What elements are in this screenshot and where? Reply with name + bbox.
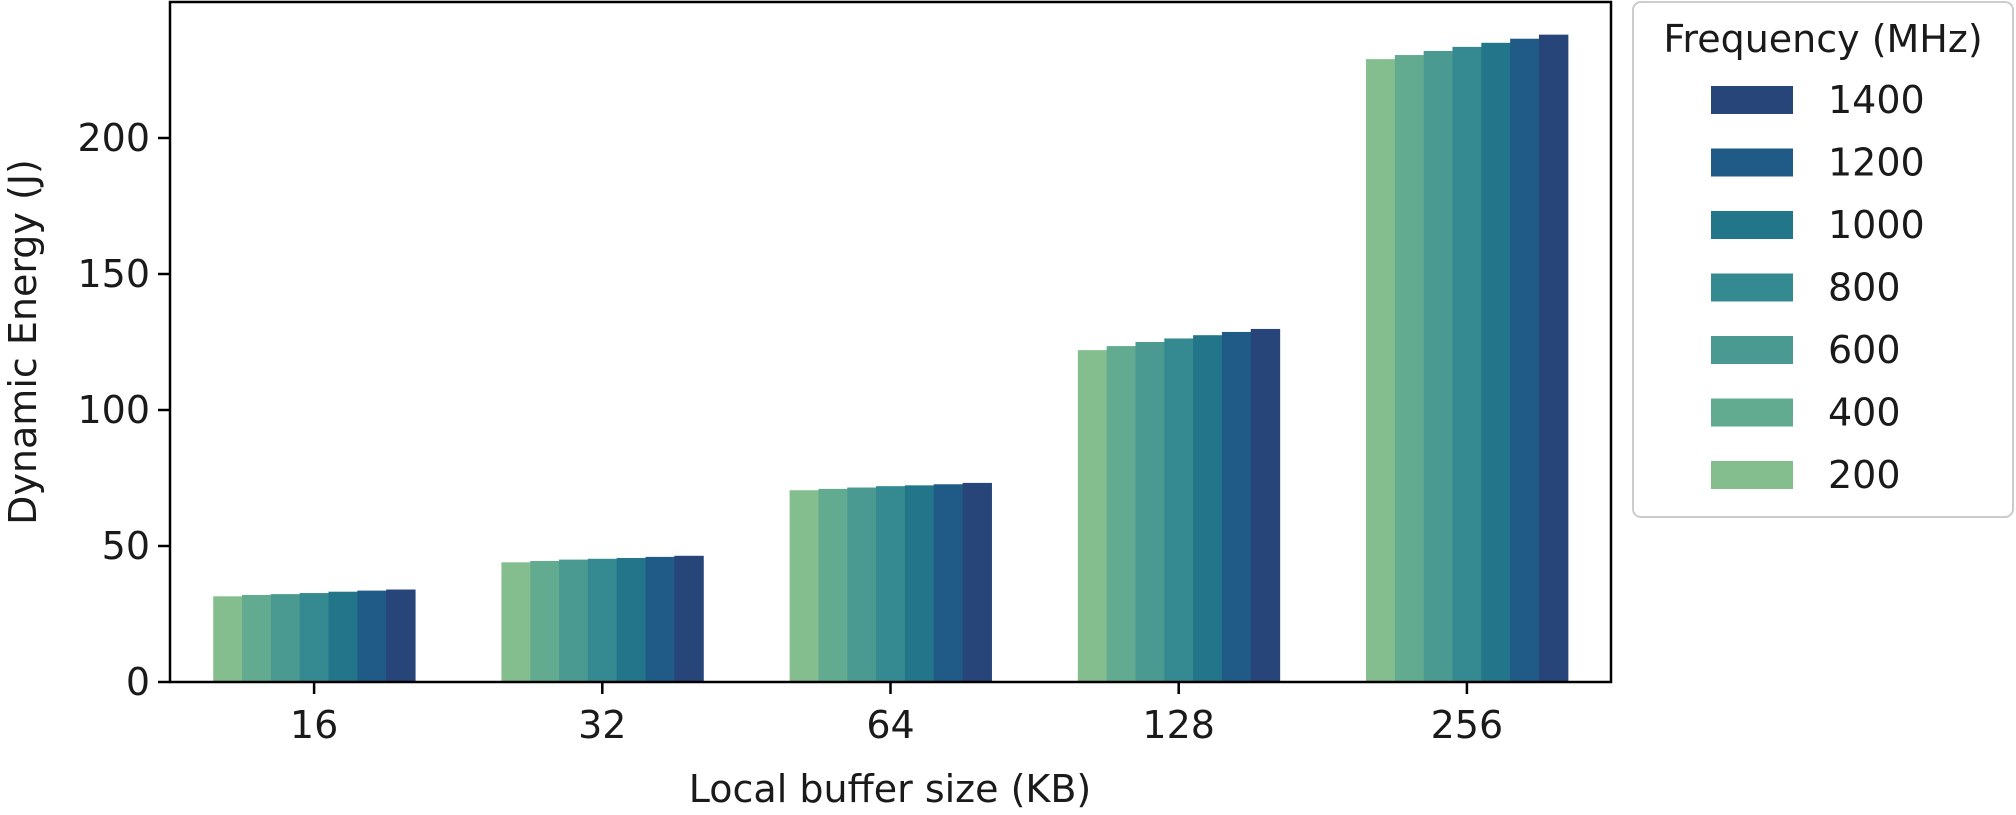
legend-label-1400: 1400 [1828, 78, 1925, 122]
bar-64-1400 [962, 482, 992, 682]
x-tick-label: 256 [1431, 703, 1504, 747]
legend-swatch-600 [1711, 336, 1793, 364]
bar-128-800 [1164, 338, 1194, 682]
bar-32-1000 [616, 557, 647, 682]
legend-swatch-800 [1711, 273, 1793, 302]
bar-16-1400 [386, 589, 416, 682]
y-tick-label: 100 [77, 388, 150, 432]
legend-label-1200: 1200 [1828, 141, 1925, 185]
bars-layer [213, 34, 1569, 683]
bar-128-600 [1135, 342, 1165, 682]
y-tick-label: 150 [77, 252, 150, 296]
x-tick-label: 128 [1142, 703, 1215, 747]
bar-256-600 [1423, 50, 1454, 682]
legend-swatch-1400 [1711, 86, 1793, 114]
bar-16-1000 [328, 591, 358, 682]
legend-swatch-200 [1711, 461, 1793, 489]
bar-256-1000 [1481, 42, 1511, 683]
legend-swatch-1200 [1711, 148, 1793, 177]
legend-box [1632, 1, 2014, 518]
bar-32-1200 [645, 556, 675, 682]
legend-label-600: 600 [1828, 328, 1901, 372]
x-axis-label: Local buffer size (KB) [689, 767, 1091, 811]
legend-title: Frequency (MHz) [1663, 17, 1982, 61]
x-tick-label: 16 [290, 703, 338, 747]
bar-128-200 [1077, 350, 1108, 682]
y-tick-label: 0 [126, 660, 150, 704]
legend-label-1000: 1000 [1828, 203, 1925, 247]
bar-256-1400 [1538, 34, 1569, 682]
bar-16-1200 [357, 590, 387, 682]
bar-64-600 [847, 487, 877, 682]
bar-64-800 [876, 486, 906, 682]
bar-32-800 [587, 558, 618, 682]
bar-256-1200 [1510, 38, 1540, 683]
bar-32-1400 [674, 555, 704, 682]
legend-swatch-1000 [1711, 211, 1793, 239]
legend-label-800: 800 [1828, 266, 1901, 310]
bar-16-400 [242, 594, 272, 682]
y-tick-label: 200 [77, 116, 150, 160]
bar-256-800 [1452, 46, 1482, 682]
legend: Frequency (MHz) 1400 1200 1000 800 600 400 200 [1632, 1, 2014, 518]
bar-128-1200 [1221, 331, 1252, 682]
bar-32-200 [501, 562, 531, 682]
legend-items: 1400 1200 1000 800 600 400 200 [1711, 78, 1925, 497]
y-axis: 0 50 100 150 200 [77, 116, 170, 704]
y-axis-label: Dynamic Energy (J) [1, 159, 45, 525]
bar-128-400 [1106, 346, 1137, 682]
legend-swatch-400 [1711, 398, 1793, 427]
y-tick-label: 50 [102, 524, 150, 568]
bar-256-400 [1394, 55, 1425, 683]
bar-16-200 [213, 596, 243, 682]
x-axis: 16 32 64 128 256 [290, 682, 1503, 747]
bar-64-400 [818, 488, 848, 682]
bar-32-400 [530, 560, 560, 682]
bar-128-1000 [1193, 335, 1223, 682]
bar-16-600 [270, 594, 301, 682]
bar-64-1200 [933, 484, 964, 682]
bar-64-200 [789, 490, 820, 682]
bar-64-1000 [904, 485, 935, 682]
bar-128-1400 [1250, 328, 1281, 682]
bar-16-800 [299, 593, 330, 682]
bar-256-200 [1366, 59, 1396, 683]
x-tick-label: 64 [866, 703, 914, 747]
x-tick-label: 32 [578, 703, 626, 747]
legend-label-200: 200 [1828, 453, 1901, 497]
legend-label-400: 400 [1828, 391, 1901, 435]
bar-32-600 [559, 559, 589, 682]
